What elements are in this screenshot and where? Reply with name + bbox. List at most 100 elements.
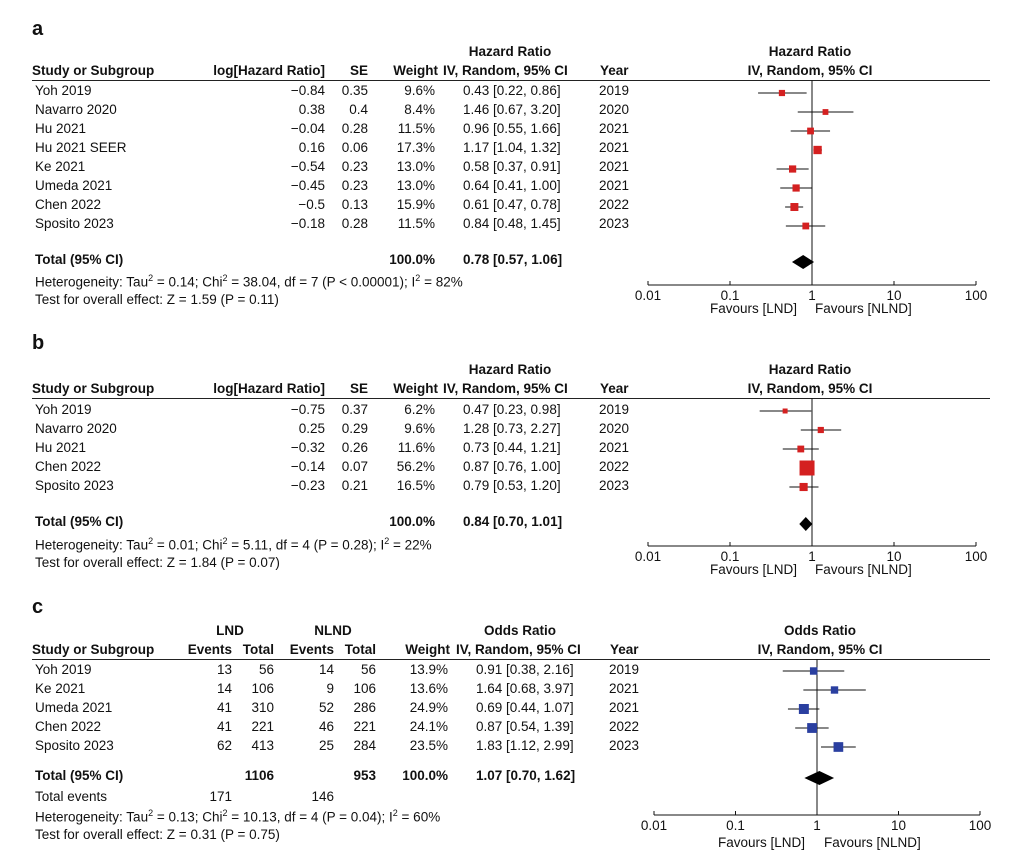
se-value: 0.23	[341, 159, 368, 174]
weight-value: 11.6%	[397, 440, 435, 455]
year-value: 2020	[599, 421, 630, 436]
study-name: Chen 2022	[35, 459, 102, 474]
se-value: 0.37	[341, 402, 368, 417]
study-name: Navarro 2020	[35, 421, 117, 436]
point-estimate	[807, 127, 814, 135]
favours-left-label: Favours [LND]	[710, 301, 798, 316]
x-tick-label: 10	[886, 549, 901, 564]
se-value: 0.23	[341, 178, 368, 193]
x-tick-label: 1	[808, 288, 816, 303]
panel-a: a Hazard Ratio Hazard Ratio Study or Sub…	[0, 0, 1023, 320]
plot-header-sub: IV, Random, 95% CI	[747, 63, 873, 78]
x-tick-label: 1	[813, 818, 821, 833]
col-weight-header: Weight	[393, 63, 438, 78]
ci-value: 0.87 [0.54, 1.39]	[476, 719, 574, 734]
x-tick-label: 0.1	[726, 818, 745, 833]
study-name: Hu 2021	[35, 121, 87, 136]
weight-value: 16.5%	[396, 478, 435, 493]
total-n2: 953	[353, 768, 376, 783]
favours-left-label: Favours [LND]	[710, 562, 798, 577]
weight-value: 6.2%	[404, 402, 435, 417]
year-value: 2021	[609, 700, 640, 715]
col-study-header: Study or Subgroup	[32, 381, 155, 396]
total1-value: 56	[258, 662, 274, 677]
x-tick-label: 100	[969, 818, 992, 833]
x-tick-label: 0.01	[641, 818, 667, 833]
study-name: Chen 2022	[35, 197, 102, 212]
ci-value: 1.17 [1.04, 1.32]	[463, 140, 561, 155]
group-nlnd-header: NLND	[314, 623, 352, 638]
col-se-header: SE	[349, 63, 368, 78]
total2-value: 284	[353, 738, 376, 753]
point-estimate	[830, 686, 839, 694]
weight-value: 9.6%	[404, 421, 435, 436]
x-tick-label: 0.1	[721, 549, 740, 564]
forest-plot: 0.01 0.1 1 10 100	[635, 398, 988, 564]
weight-value: 13.6%	[409, 681, 448, 696]
weight-value: 23.5%	[409, 738, 448, 753]
ci-value: 0.79 [0.53, 1.20]	[463, 478, 561, 493]
x-tick-label: 100	[965, 549, 988, 564]
se-value: 0.4	[349, 102, 368, 117]
year-value: 2021	[599, 178, 630, 193]
weight-value: 8.4%	[404, 102, 435, 117]
events1-value: 14	[216, 681, 232, 696]
se-value: 0.13	[341, 197, 368, 212]
events2-value: 52	[318, 700, 334, 715]
forest-plot: 0.01 0.1 1 10 100	[641, 659, 992, 833]
col-ci-header: IV, Random, 95% CI	[443, 63, 568, 78]
ci-value: 1.46 [0.67, 3.20]	[463, 102, 561, 117]
heterogeneity-text: Heterogeneity: Tau2 = 0.01; Chi2 = 5.11,…	[35, 536, 432, 553]
overall-effect-text: Test for overall effect: Z = 1.59 (P = 0…	[35, 292, 279, 307]
year-value: 2021	[599, 121, 630, 136]
col-se-header: SE	[349, 381, 368, 396]
se-value: 0.06	[341, 140, 368, 155]
study-name: Sposito 2023	[35, 216, 114, 231]
weight-value: 13.0%	[396, 159, 435, 174]
study-name: Sposito 2023	[35, 478, 114, 493]
total1-value: 106	[251, 681, 274, 696]
ci-value: 0.73 [0.44, 1.21]	[463, 440, 561, 455]
favours-right-label: Favours [NLND]	[824, 835, 921, 850]
total-events-label: Total events	[35, 789, 108, 804]
point-estimate	[809, 667, 818, 675]
events1-value: 41	[216, 719, 232, 734]
weight-value: 24.9%	[409, 700, 448, 715]
se-value: 0.35	[341, 83, 368, 98]
total2-value: 221	[353, 719, 376, 734]
loghr-value: −0.75	[290, 402, 325, 417]
total2-value: 286	[353, 700, 376, 715]
total1-value: 221	[251, 719, 274, 734]
col-year-header: Year	[610, 642, 639, 657]
group-lnd-header: LND	[216, 623, 244, 638]
total-events1: 171	[209, 789, 232, 804]
total2-value: 106	[353, 681, 376, 696]
point-estimate	[833, 742, 844, 752]
point-estimate	[822, 109, 829, 115]
total-label: Total (95% CI)	[35, 768, 124, 783]
x-tick-label: 10	[886, 288, 901, 303]
study-name: Umeda 2021	[35, 178, 113, 193]
year-value: 2019	[609, 662, 640, 677]
ci-value: 0.84 [0.48, 1.45]	[463, 216, 561, 231]
overall-effect-text: Test for overall effect: Z = 0.31 (P = 0…	[35, 827, 280, 842]
total-ci: 0.78 [0.57, 1.06]	[463, 252, 563, 267]
panel-label: c	[32, 596, 44, 618]
year-value: 2023	[599, 216, 630, 231]
year-value: 2023	[609, 738, 640, 753]
point-estimate	[788, 165, 797, 173]
col-total2-header: Total	[344, 642, 376, 657]
year-value: 2022	[599, 459, 630, 474]
col-weight-header: Weight	[405, 642, 450, 657]
pooled-diamond	[804, 771, 835, 785]
study-name: Yoh 2019	[35, 83, 92, 98]
pooled-diamond	[791, 255, 815, 269]
year-value: 2021	[599, 159, 630, 174]
year-value: 2020	[599, 102, 630, 117]
point-estimate	[797, 445, 805, 453]
effect-header-top: Odds Ratio	[483, 623, 556, 638]
col-total1-header: Total	[242, 642, 274, 657]
study-name: Sposito 2023	[35, 738, 114, 753]
ci-value: 1.28 [0.73, 2.27]	[463, 421, 561, 436]
total-ci: 0.84 [0.70, 1.01]	[463, 514, 563, 529]
